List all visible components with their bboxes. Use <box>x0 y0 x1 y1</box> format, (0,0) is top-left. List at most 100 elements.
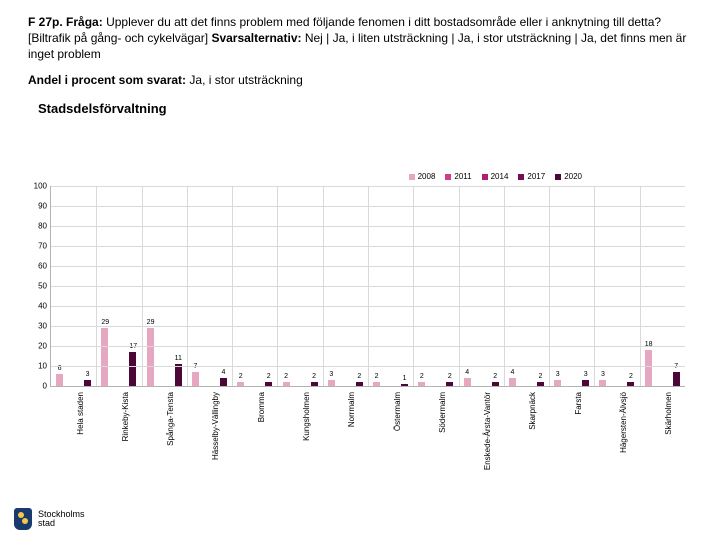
y-tick-label: 70 <box>31 242 47 251</box>
legend-label: 2011 <box>454 172 471 181</box>
x-gridline <box>142 186 143 386</box>
y-tick-label: 60 <box>31 262 47 271</box>
bar: 4 <box>464 378 471 386</box>
chart-title: Stadsdelsförvaltning <box>0 87 720 118</box>
bar-value-label: 2 <box>283 373 290 380</box>
bar: 3 <box>599 380 606 386</box>
bar-value-label: 2 <box>627 373 634 380</box>
bar: 2 <box>537 382 544 386</box>
legend-label: 2017 <box>527 172 545 181</box>
legend-swatch-icon <box>518 174 524 180</box>
bar-value-label: 4 <box>509 369 516 376</box>
x-tick-label: Bromma <box>257 392 266 422</box>
x-tick-label: Hägersten-Älvsjö <box>619 392 628 453</box>
y-tick-label: 20 <box>31 342 47 351</box>
bar-value-label: 11 <box>175 355 182 362</box>
bar-value-label: 2 <box>418 373 425 380</box>
bar: 2 <box>418 382 425 386</box>
bar: 7 <box>673 372 680 386</box>
bar-value-label: 4 <box>220 369 227 376</box>
bar: 2 <box>356 382 363 386</box>
bar-value-label: 3 <box>582 371 589 378</box>
subtitle-label: Andel i procent som svarat: <box>28 73 186 87</box>
legend-swatch-icon <box>482 174 488 180</box>
x-gridline <box>187 186 188 386</box>
bar-value-label: 2 <box>373 373 380 380</box>
bar-value-label: 3 <box>328 371 335 378</box>
x-tick-label: Farsta <box>574 392 583 415</box>
x-gridline <box>96 186 97 386</box>
footer-line-2: stad <box>38 519 85 528</box>
bar: 4 <box>220 378 227 386</box>
legend: 2008 2011 2014 2017 2020 <box>409 172 582 181</box>
x-gridline <box>504 186 505 386</box>
legend-swatch-icon <box>555 174 561 180</box>
question-label: Fråga: <box>66 15 103 29</box>
bar: 29 <box>147 328 154 386</box>
x-gridline <box>368 186 369 386</box>
bar: 29 <box>101 328 108 386</box>
bar: 4 <box>509 378 516 386</box>
bar-value-label: 2 <box>356 373 363 380</box>
bar-value-label: 29 <box>101 319 108 326</box>
x-tick-label: Hässelby-Vällingby <box>211 392 220 460</box>
legend-item: 2011 <box>445 172 471 181</box>
x-tick-label: Spånga-Tensta <box>166 392 175 446</box>
bar: 2 <box>311 382 318 386</box>
x-gridline <box>549 186 550 386</box>
x-tick-label: Norrmalm <box>347 392 356 427</box>
x-tick-label: Enskede-Årsta-Vantör <box>483 392 492 470</box>
legend-swatch-icon <box>409 174 415 180</box>
legend-item: 2014 <box>482 172 509 181</box>
x-gridline <box>277 186 278 386</box>
bar-value-label: 2 <box>237 373 244 380</box>
bar-value-label: 3 <box>599 371 606 378</box>
x-axis-labels: Hela stadenRinkeby-KistaSpånga-TenstaHäs… <box>50 390 684 480</box>
answers-label: Svarsalternativ: <box>211 31 301 45</box>
bar: 2 <box>492 382 499 386</box>
x-tick-label: Skarpnäck <box>528 392 537 430</box>
bar: 2 <box>283 382 290 386</box>
y-tick-label: 90 <box>31 202 47 211</box>
footer-logo: Stockholms stad <box>14 508 85 530</box>
x-tick-label: Skärholmen <box>664 392 673 435</box>
legend-item: 2017 <box>518 172 545 181</box>
question-code: F 27p. <box>28 15 63 29</box>
legend-label: 2014 <box>491 172 509 181</box>
legend-label: 2008 <box>418 172 436 181</box>
x-tick-label: Östermalm <box>393 392 402 431</box>
bar-value-label: 2 <box>311 373 318 380</box>
bar: 2 <box>446 382 453 386</box>
bar: 1 <box>401 384 408 386</box>
bar: 3 <box>328 380 335 386</box>
y-tick-label: 30 <box>31 322 47 331</box>
bar-value-label: 29 <box>147 319 154 326</box>
bar-value-label: 4 <box>464 369 471 376</box>
legend-swatch-icon <box>445 174 451 180</box>
x-gridline <box>640 186 641 386</box>
x-tick-label: Södermalm <box>438 392 447 433</box>
x-gridline <box>323 186 324 386</box>
question-block: F 27p. Fråga: Upplever du att det finns … <box>0 0 720 67</box>
y-tick-label: 40 <box>31 302 47 311</box>
x-gridline <box>232 186 233 386</box>
bar: 17 <box>129 352 136 386</box>
bar: 3 <box>554 380 561 386</box>
x-tick-label: Rinkeby-Kista <box>121 392 130 441</box>
legend-label: 2020 <box>564 172 582 181</box>
bar-value-label: 3 <box>84 371 91 378</box>
x-gridline <box>594 186 595 386</box>
x-gridline <box>459 186 460 386</box>
bar-value-label: 2 <box>446 373 453 380</box>
bar: 6 <box>56 374 63 386</box>
bar-value-label: 1 <box>401 375 408 382</box>
y-tick-label: 10 <box>31 362 47 371</box>
y-tick-label: 50 <box>31 282 47 291</box>
y-tick-label: 0 <box>31 382 47 391</box>
subtitle-value: Ja, i stor utsträckning <box>189 73 302 87</box>
bar-value-label: 2 <box>537 373 544 380</box>
footer-text: Stockholms stad <box>38 510 85 529</box>
bar-value-label: 2 <box>492 373 499 380</box>
subtitle-block: Andel i procent som svarat: Ja, i stor u… <box>0 67 720 87</box>
bar: 2 <box>373 382 380 386</box>
